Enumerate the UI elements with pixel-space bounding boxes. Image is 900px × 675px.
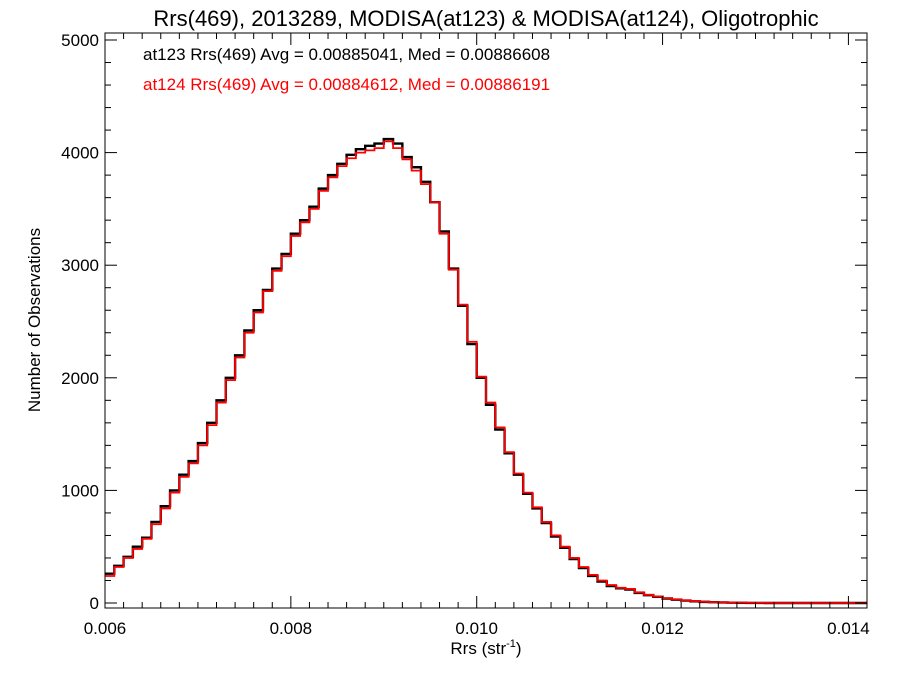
legend: at123 Rrs(469) Avg = 0.00885041, Med = 0…	[143, 45, 550, 94]
x-tick-label: 0.014	[827, 619, 870, 638]
x-axis-label-close: )	[516, 639, 522, 658]
x-tick-label: 0.006	[84, 619, 127, 638]
ticks-layer: 0.006 0.008 0.010 0.012 0.014 0 1000 2000 3000 40…	[61, 31, 870, 638]
y-tick-label: 4000	[61, 144, 99, 163]
x-axis-label: Rrs (str-1)	[450, 638, 521, 658]
y-tick-label: 2000	[61, 369, 99, 388]
x-axis-label-superscript: -1	[506, 638, 516, 650]
x-tick-label: 0.010	[455, 619, 498, 638]
y-tick-label: 1000	[61, 481, 99, 500]
y-tick-label: 5000	[61, 31, 99, 50]
legend-entry-at123: at123 Rrs(469) Avg = 0.00885041, Med = 0…	[143, 45, 550, 64]
y-axis-label: Number of Observations	[25, 228, 44, 412]
plot-area: 0.006 0.008 0.010 0.012 0.014 0 1000 2000 3000 40…	[61, 31, 870, 638]
series-line-1	[105, 140, 867, 604]
x-tick-label: 0.008	[270, 619, 313, 638]
legend-entry-at124: at124 Rrs(469) Avg = 0.00884612, Med = 0…	[143, 75, 550, 94]
y-tick-label: 0	[90, 594, 99, 613]
series-line-0	[105, 137, 867, 605]
plot-frame	[104, 32, 868, 609]
chart-title: Rrs(469), 2013289, MODISA(at123) & MODIS…	[153, 6, 818, 31]
y-tick-label: 3000	[61, 256, 99, 275]
series-layer	[105, 137, 867, 605]
x-axis-label-main: Rrs (str	[450, 639, 506, 658]
x-tick-label: 0.012	[641, 619, 684, 638]
